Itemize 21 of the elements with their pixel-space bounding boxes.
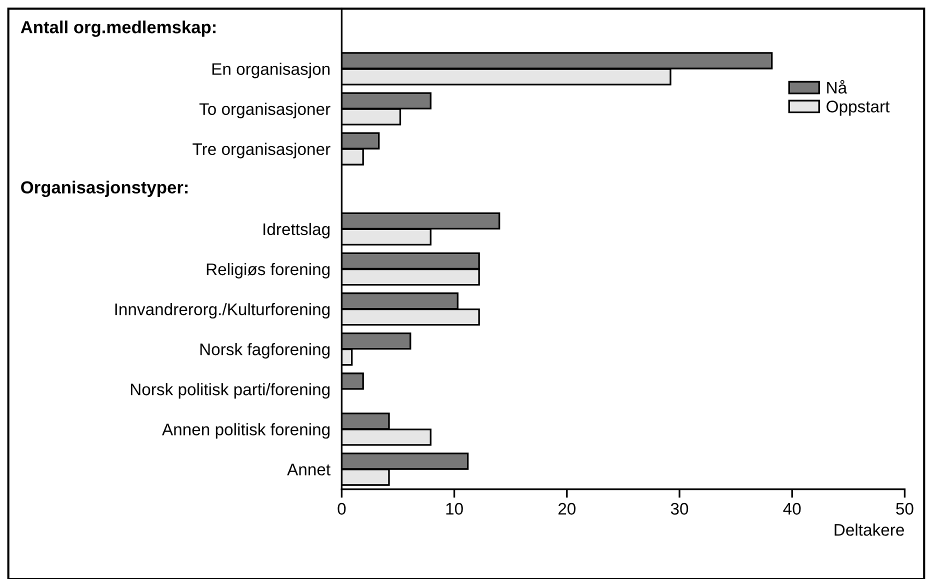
legend-label: Nå: [827, 80, 848, 94]
x-tick-label: 50: [896, 502, 914, 515]
x-tick-label: 10: [446, 502, 463, 515]
y-tick-label: Tre organisasjoner: [192, 142, 330, 158]
y-tick-label: Innvandrerorg./Kulturforening: [115, 303, 330, 319]
text: Antall org.medlemskap:: [20, 20, 216, 37]
y-tick-label: En organisasjon: [212, 62, 330, 78]
x-axis-title: Deltakere: [834, 524, 904, 536]
x-tick-label: 0: [338, 502, 346, 515]
x-tick-label: 40: [783, 502, 801, 515]
y-tick-label: Norsk fagforening: [200, 343, 330, 359]
y-tick-label: Idrettslag: [264, 222, 330, 238]
y-tick-label: To organisasjoner: [199, 102, 330, 118]
text: Organisasjonstyper:: [21, 180, 188, 198]
y-tick-label: Annet: [287, 464, 330, 476]
y-tick-label: Norsk politisk parti/forening: [130, 383, 330, 399]
y-tick-label: Annen politisk forening: [162, 423, 330, 439]
y-tick-label: Religiøs forening: [206, 262, 330, 278]
legend-label: Oppstart: [826, 100, 890, 116]
x-tick-label: 20: [558, 502, 576, 515]
x-tick-label: 30: [670, 502, 688, 515]
